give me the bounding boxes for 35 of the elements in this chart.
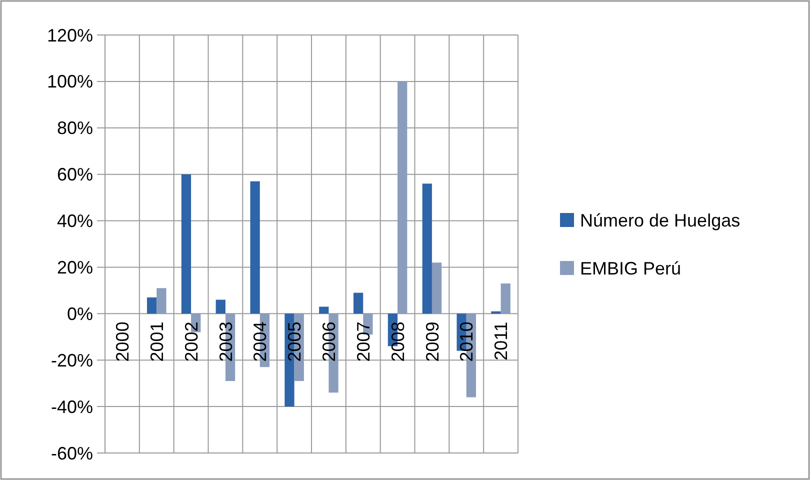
y-tick-label: 20% [56, 258, 93, 278]
x-tick-label: 2003 [216, 322, 236, 362]
x-tick-label: 2002 [181, 322, 202, 362]
y-tick-label: 100% [46, 72, 93, 92]
x-tick-label: 2011 [491, 322, 512, 360]
bar [250, 181, 260, 314]
bar [216, 300, 226, 314]
y-tick-label: 40% [56, 211, 93, 232]
x-tick-label: 2005 [284, 322, 305, 362]
y-tick-label: -60% [50, 443, 93, 464]
bar [319, 306, 329, 314]
x-tick-label: 2006 [319, 322, 340, 362]
x-tick-label: 2007 [353, 322, 374, 362]
bar [146, 297, 157, 314]
x-tick-label: 2004 [250, 322, 270, 362]
bar [353, 292, 364, 314]
bar [500, 283, 510, 314]
y-tick-label: 120% [46, 25, 93, 46]
x-tick-label: 2001 [146, 322, 167, 362]
x-tick-label: 2008 [388, 322, 408, 362]
x-tick-label: 2010 [456, 322, 477, 362]
bar [156, 288, 166, 314]
y-tick-label: -40% [50, 396, 93, 417]
y-tick-label: 80% [56, 118, 93, 138]
y-tick-label: -20% [50, 350, 93, 370]
legend-label: EMBIG Perú [580, 258, 682, 278]
bar [181, 174, 192, 314]
bar [432, 262, 442, 314]
y-tick-label: 0% [66, 304, 93, 324]
bar [422, 184, 432, 314]
x-tick-label: 2009 [422, 322, 442, 362]
legend-label: Número de Huelgas [580, 210, 740, 230]
y-tick-label: 60% [56, 164, 93, 185]
bar [398, 81, 408, 314]
x-tick-label: 2000 [112, 322, 133, 362]
